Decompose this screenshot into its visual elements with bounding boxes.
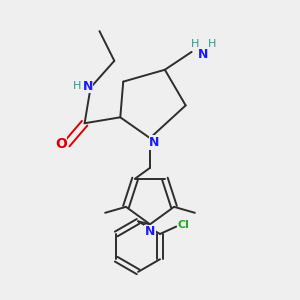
Text: H: H: [208, 40, 217, 50]
Text: N: N: [198, 48, 209, 62]
Text: N: N: [145, 225, 155, 238]
Text: O: O: [55, 137, 67, 151]
Text: H: H: [190, 40, 199, 50]
Text: N: N: [149, 136, 160, 149]
Text: H: H: [73, 81, 81, 91]
Text: N: N: [82, 80, 93, 93]
Text: Cl: Cl: [178, 220, 190, 230]
